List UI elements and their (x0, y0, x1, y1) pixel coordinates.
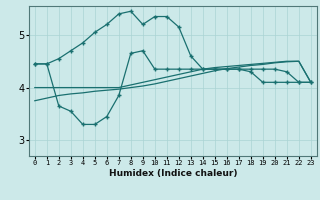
X-axis label: Humidex (Indice chaleur): Humidex (Indice chaleur) (108, 169, 237, 178)
